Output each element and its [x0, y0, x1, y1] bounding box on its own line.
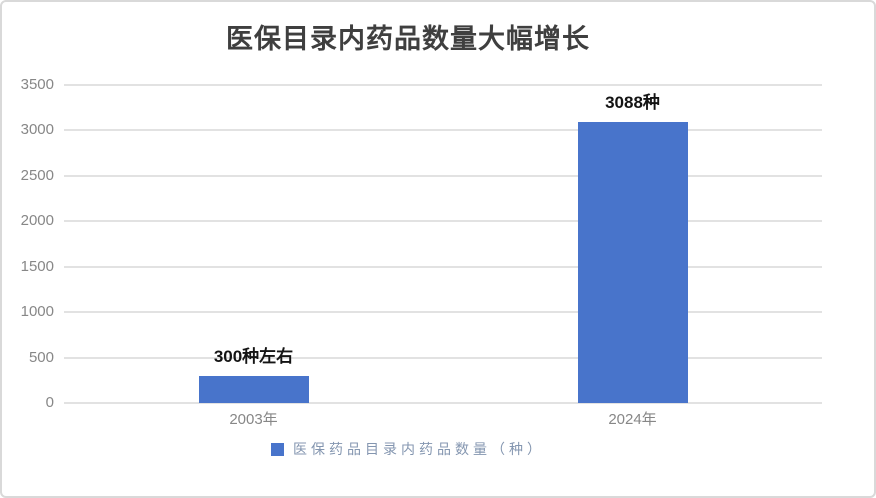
gridline	[64, 265, 822, 268]
y-tick-label: 2000	[20, 212, 54, 230]
gridline	[64, 220, 822, 223]
bar-data-label: 3088种	[605, 93, 660, 113]
y-tick-label: 2500	[20, 166, 54, 184]
gridline	[64, 129, 822, 132]
y-tick-label: 3000	[20, 121, 54, 139]
y-tick-label: 1000	[20, 303, 54, 321]
gridline	[64, 84, 822, 86]
y-tick-label: 500	[28, 348, 54, 366]
x-axis-label: 2024年	[608, 411, 657, 428]
legend-label: 医保药品目录内药品数量（种）	[293, 441, 545, 457]
gridline	[64, 174, 822, 177]
bar	[577, 122, 688, 403]
legend: 医保药品目录内药品数量（种）	[2, 438, 814, 460]
y-tick-label: 1500	[20, 257, 54, 275]
bar	[198, 375, 309, 403]
chart-title: 医保目录内药品数量大幅增长	[226, 24, 590, 54]
y-tick-label: 3500	[20, 76, 54, 93]
y-tick-label: 0	[45, 394, 54, 411]
gridline	[64, 311, 822, 314]
legend-swatch-icon	[271, 442, 284, 456]
x-axis-label: 2003年	[229, 411, 278, 428]
gridline	[64, 356, 822, 359]
gridline	[64, 402, 822, 404]
bar-data-label: 300种左右	[213, 346, 294, 366]
